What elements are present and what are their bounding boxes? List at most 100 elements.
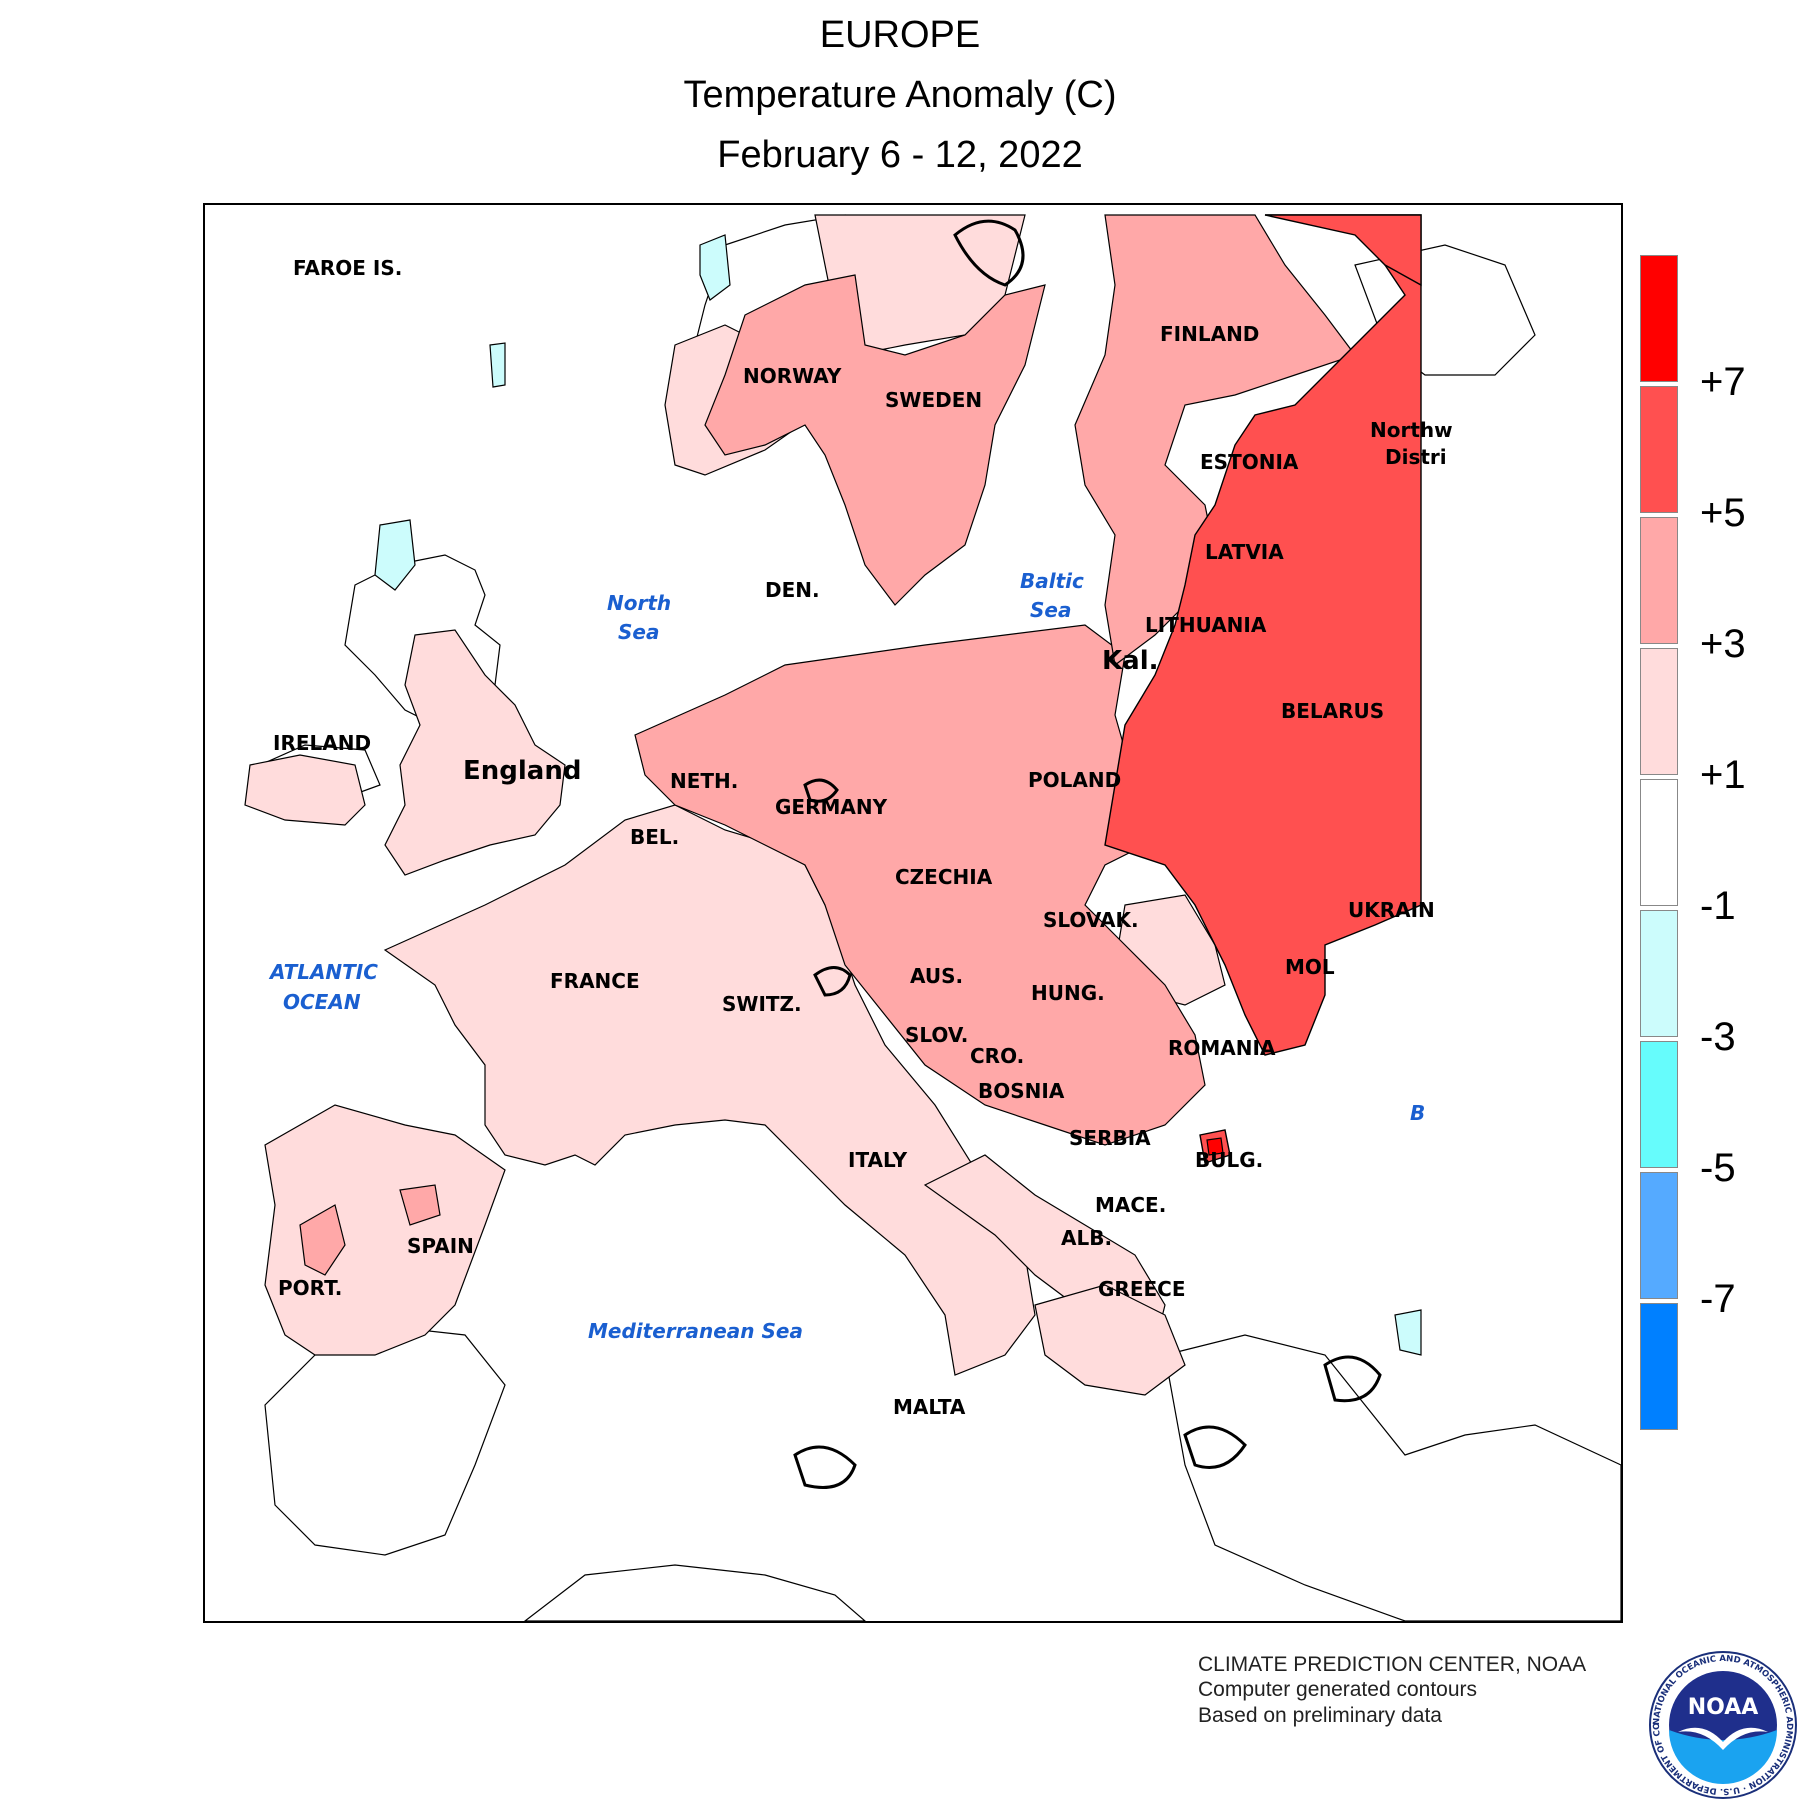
bulgaria-core xyxy=(1206,1137,1224,1156)
contour-med-b xyxy=(1183,1425,1247,1469)
legend-tick-label: -7 xyxy=(1700,1277,1736,1321)
legend-swatch xyxy=(1640,517,1678,644)
title-variable: Temperature Anomaly (C) xyxy=(683,74,1117,116)
title-date-range: February 6 - 12, 2022 xyxy=(717,134,1083,176)
label-croatia: CRO. xyxy=(970,1044,1024,1068)
contour-med-a xyxy=(793,1445,857,1489)
scandinavia-region xyxy=(704,274,1046,606)
label-northwest-2: Distri xyxy=(1385,445,1447,469)
anomaly-1-to-3 xyxy=(244,214,1226,1396)
water-labels: North Sea Baltic Sea ATLANTIC OCEAN Medi… xyxy=(268,569,1084,1343)
label-faroe: FAROE IS. xyxy=(293,256,402,280)
label-malta: MALTA xyxy=(893,1395,966,1419)
label-black-sea-partial: B xyxy=(1410,1101,1425,1125)
noaa-lower-blue xyxy=(1669,1730,1777,1784)
label-finland: FINLAND xyxy=(1160,322,1259,346)
label-ukraine: UKRAIN xyxy=(1348,898,1435,922)
label-macedonia: MACE. xyxy=(1095,1193,1166,1217)
label-bulgaria: BULG. xyxy=(1195,1148,1263,1172)
label-northwest-1: Northw xyxy=(1370,418,1453,442)
n-africa-neutral xyxy=(524,1564,866,1621)
belarus-ukraine-region xyxy=(1104,214,1422,1056)
legend-swatch xyxy=(1640,648,1678,775)
label-north-sea-1: North xyxy=(607,591,671,615)
label-mediterranean: Mediterranean Sea xyxy=(588,1319,803,1343)
contour-scandinavia xyxy=(953,219,1025,287)
legend-tick-label: -1 xyxy=(1700,884,1736,928)
legend-tick-label: +3 xyxy=(1700,622,1746,666)
legend-swatch xyxy=(1640,1303,1678,1430)
legend-swatch xyxy=(1640,1172,1678,1299)
label-portugal: PORT. xyxy=(278,1276,342,1300)
label-austria: AUS. xyxy=(910,964,963,988)
legend-swatch xyxy=(1640,910,1678,1037)
label-france: FRANCE xyxy=(550,969,640,993)
anomaly-gt-7 xyxy=(1206,1137,1224,1156)
legend-swatch xyxy=(1640,1041,1678,1168)
label-switzerland: SWITZ. xyxy=(722,992,802,1016)
legend-swatch xyxy=(1640,779,1678,906)
label-atlantic-1: ATLANTIC xyxy=(268,960,378,984)
iberia-hotspot-a xyxy=(299,1204,346,1276)
norway-cold-patch xyxy=(699,234,731,301)
scotland-cold-patch xyxy=(374,519,416,591)
label-belarus: BELARUS xyxy=(1281,699,1384,723)
greece-north-region xyxy=(1034,1284,1186,1396)
label-italy: ITALY xyxy=(848,1148,908,1172)
balkans-neutral xyxy=(1164,1334,1621,1621)
label-north-sea-2: Sea xyxy=(618,620,659,644)
label-denmark: DEN. xyxy=(765,578,820,602)
label-moldova: MOL xyxy=(1285,955,1335,979)
ireland-region xyxy=(244,754,366,826)
anomaly-3-to-5 xyxy=(299,214,1356,1276)
credit-preliminary: Based on preliminary data xyxy=(1198,1704,1442,1727)
label-belgium: BEL. xyxy=(630,825,679,849)
label-hungary: HUNG. xyxy=(1031,981,1105,1005)
zero-contours xyxy=(793,219,1382,1489)
contour-germany xyxy=(803,778,839,803)
country-labels: FAROE IS. NORWAY SWEDEN FINLAND ESTONIA … xyxy=(273,256,1453,1419)
label-norway: NORWAY xyxy=(743,364,842,388)
aegean-cold-patch xyxy=(1394,1309,1422,1356)
legend-tick-label: +5 xyxy=(1700,491,1746,535)
contour-greece xyxy=(1323,1355,1382,1403)
label-czechia: CZECHIA xyxy=(895,865,993,889)
iberia-hotspot-b xyxy=(399,1184,441,1226)
legend-swatch xyxy=(1640,255,1678,382)
anomaly-5-to-7 xyxy=(1104,214,1422,1164)
anomaly-neg1-to-neg3 xyxy=(374,234,1422,1356)
label-ireland: IRELAND xyxy=(273,731,371,755)
credit-agency: CLIMATE PREDICTION CENTER, NOAA xyxy=(1198,1653,1587,1676)
label-netherlands: NETH. xyxy=(670,769,738,793)
label-spain: SPAIN xyxy=(407,1234,474,1258)
anomaly-map: FAROE IS. NORWAY SWEDEN FINLAND ESTONIA … xyxy=(203,203,1623,1623)
russia-northwest-region xyxy=(1264,214,1422,287)
label-greece: GREECE xyxy=(1098,1277,1185,1301)
central-europe-region xyxy=(634,624,1206,1146)
label-bosnia: BOSNIA xyxy=(978,1079,1065,1103)
legend-tick-label: -5 xyxy=(1700,1146,1736,1190)
credit-contours: Computer generated contours xyxy=(1198,1678,1477,1701)
map-canvas: FAROE IS. NORWAY SWEDEN FINLAND ESTONIA … xyxy=(244,214,1621,1621)
legend-tick-label: +1 xyxy=(1700,753,1746,797)
label-kaliningrad: Kal. xyxy=(1102,646,1158,676)
noaa-logo: NATIONAL OCEANIC AND ATMOSPHERIC ADMINIS… xyxy=(1648,1650,1797,1799)
legend-swatch xyxy=(1640,386,1678,513)
label-serbia: SERBIA xyxy=(1069,1126,1151,1150)
label-romania: ROMANIA xyxy=(1168,1036,1276,1060)
label-germany: GERMANY xyxy=(775,795,888,819)
label-baltic-1: Baltic xyxy=(1020,569,1084,593)
legend-tick-label: +7 xyxy=(1700,360,1746,404)
noaa-seagull-icon xyxy=(1678,1727,1768,1750)
label-england: England xyxy=(463,756,581,786)
legend-tick-label: -3 xyxy=(1700,1015,1736,1059)
label-lithuania: LITHUANIA xyxy=(1145,613,1267,637)
iberia-region xyxy=(264,1104,506,1356)
contour-alps xyxy=(813,966,852,997)
label-slovenia: SLOV. xyxy=(905,1023,968,1047)
england-region xyxy=(384,629,566,876)
noaa-wordmark: NOAA xyxy=(1688,1695,1759,1720)
label-sweden: SWEDEN xyxy=(885,388,982,412)
label-albania: ALB. xyxy=(1061,1226,1112,1250)
label-slovakia: SLOVAK. xyxy=(1043,908,1139,932)
